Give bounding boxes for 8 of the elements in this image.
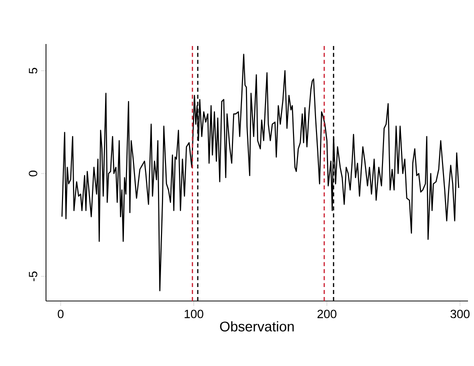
x-tick-label: 100 xyxy=(184,310,204,318)
x-axis-title: Observation xyxy=(220,321,294,332)
x-tick-label: 200 xyxy=(318,310,336,318)
x-tick-label: 300 xyxy=(450,310,470,318)
x-tick-label: 0 xyxy=(58,310,64,318)
y-tick-label: 5 xyxy=(28,68,38,74)
y-tick-label: -5 xyxy=(28,272,38,282)
y-tick-label: 0 xyxy=(28,170,38,176)
